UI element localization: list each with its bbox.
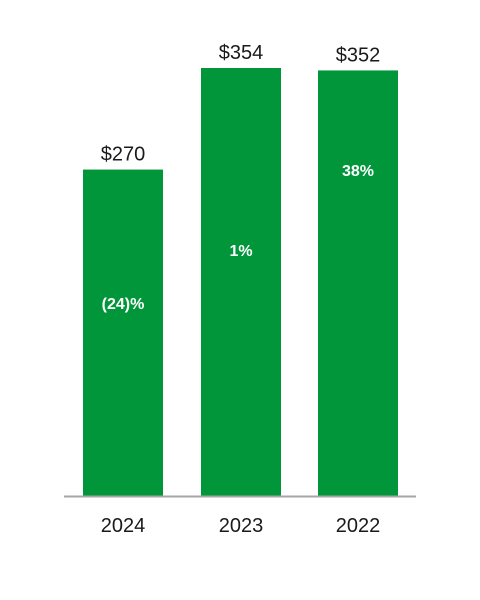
x-axis-ticks: 2024 2023 2022 — [101, 515, 381, 537]
change-label-2024: (24)% — [102, 296, 145, 313]
labels-layer: $270 (24)% $354 1% $352 38% — [101, 42, 381, 313]
x-tick-label-2023: 2023 — [219, 515, 264, 537]
bar-2022 — [318, 70, 398, 496]
value-label-2022: $352 — [336, 44, 381, 66]
x-tick-label-2024: 2024 — [101, 515, 146, 537]
change-label-2023: 1% — [229, 243, 252, 260]
bars-layer — [83, 68, 398, 496]
bar-2024 — [83, 169, 163, 496]
change-label-2022: 38% — [342, 163, 374, 180]
value-label-2023: $354 — [219, 42, 264, 64]
x-tick-label-2022: 2022 — [336, 515, 381, 537]
bar-2023 — [201, 68, 281, 496]
value-label-2024: $270 — [101, 144, 146, 166]
